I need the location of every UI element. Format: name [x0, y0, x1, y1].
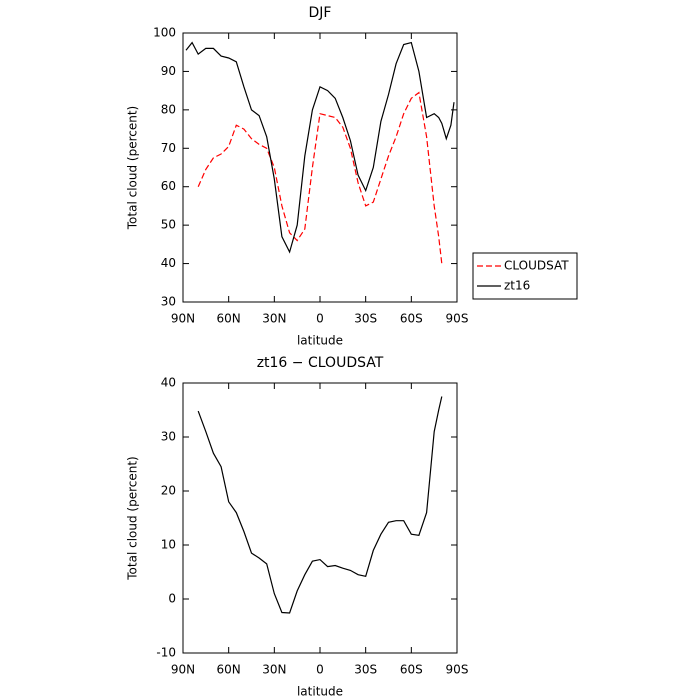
- y-tick-label: 40: [161, 376, 176, 390]
- y-tick-label: 90: [161, 64, 176, 78]
- data-line: [197, 396, 443, 614]
- y-tick-label: 80: [161, 102, 176, 116]
- x-tick-label: 90S: [446, 663, 469, 677]
- y-tick-label: 0: [168, 592, 176, 606]
- y-axis-label: Total cloud (percent): [126, 456, 140, 580]
- y-axis-label: Total cloud (percent): [126, 106, 140, 230]
- x-tick-label: 60N: [217, 663, 241, 677]
- legend-label: CLOUDSAT: [504, 259, 569, 273]
- plot-frame: [182, 382, 458, 654]
- x-tick-label: 60S: [400, 312, 423, 326]
- x-axis-label: latitude: [297, 685, 343, 699]
- x-tick-label: 30N: [262, 312, 286, 326]
- plot-frame: [182, 32, 458, 303]
- x-tick-label: 60S: [400, 663, 423, 677]
- y-tick-label: 50: [161, 218, 176, 232]
- y-tick-label: 30: [161, 430, 176, 444]
- x-tick-label: 90N: [171, 312, 195, 326]
- x-tick-label: 30N: [262, 663, 286, 677]
- legend-label: zt16: [504, 279, 530, 293]
- y-tick-label: 30: [161, 295, 176, 309]
- legend-box: [472, 252, 578, 300]
- x-axis-label: latitude: [297, 334, 343, 348]
- y-tick-label: 10: [161, 538, 176, 552]
- y-tick-label: 40: [161, 256, 176, 270]
- data-line: [197, 91, 443, 264]
- x-tick-label: 0: [316, 663, 324, 677]
- y-tick-label: 60: [161, 179, 176, 193]
- x-tick-label: 30S: [354, 663, 377, 677]
- y-tick-label: 100: [153, 26, 176, 40]
- x-tick-label: 90N: [171, 663, 195, 677]
- y-tick-label: -10: [156, 646, 176, 660]
- chart-title: DJF: [309, 5, 332, 21]
- x-tick-label: 60N: [217, 312, 241, 326]
- y-tick-label: 70: [161, 141, 176, 155]
- y-tick-label: 20: [161, 484, 176, 498]
- data-line: [185, 41, 455, 254]
- x-tick-label: 30S: [354, 312, 377, 326]
- x-tick-label: 90S: [446, 312, 469, 326]
- chart-title: zt16 − CLOUDSAT: [257, 355, 384, 371]
- x-tick-label: 0: [316, 312, 324, 326]
